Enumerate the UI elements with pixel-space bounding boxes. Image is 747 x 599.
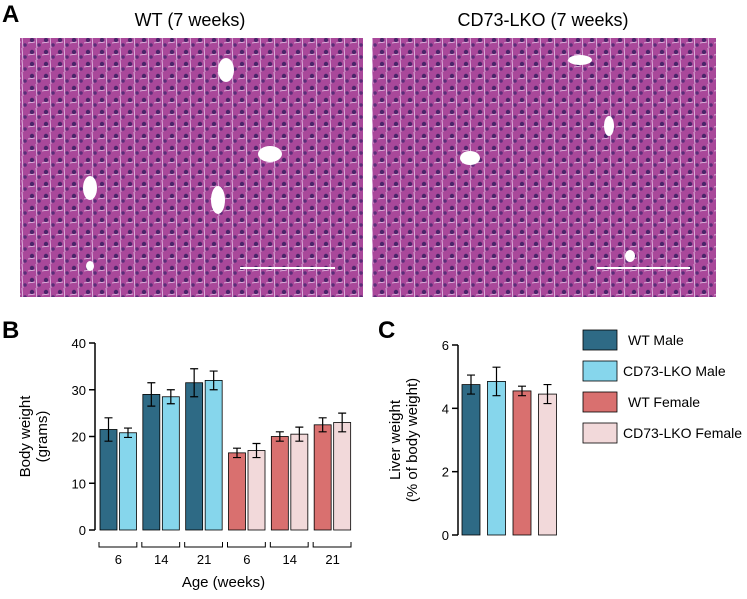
bar [512, 390, 532, 536]
error-bar [318, 417, 327, 433]
error-bar [209, 370, 218, 391]
group-bracket [98, 542, 138, 548]
error-bar [147, 382, 156, 407]
error-bar [124, 427, 132, 439]
y-tick-label: 0 [442, 528, 449, 543]
error-bar [233, 447, 241, 459]
y-tick-label: 10 [72, 476, 86, 491]
bar [247, 450, 266, 531]
y-tick-label: 40 [72, 336, 86, 351]
error-bar [295, 426, 304, 442]
x-tick-label: 6 [115, 552, 122, 567]
x-tick-label: 6 [243, 552, 250, 567]
bar [487, 381, 506, 536]
histology-image [20, 38, 363, 297]
bar [99, 429, 118, 531]
legend-swatch [582, 422, 618, 444]
panel-label: B [2, 317, 19, 344]
legend-label: CD73-LKO Female [623, 425, 742, 441]
y-tick-label: 6 [442, 338, 449, 353]
legend-swatch [582, 360, 618, 382]
y-axis-label: (grams) [34, 411, 51, 463]
y-tick-label: 2 [442, 465, 449, 480]
panel-label: A [2, 1, 19, 28]
panel-label: C [378, 317, 395, 344]
histology-image [372, 38, 716, 297]
bar [142, 394, 161, 531]
x-tick-label: 14 [283, 552, 297, 567]
x-axis-label: Age (weeks) [182, 574, 265, 591]
group-bracket [227, 542, 266, 548]
error-bar [492, 366, 501, 397]
y-tick-label: 30 [72, 383, 86, 398]
y-axis-label: (% of body weight) [404, 378, 421, 502]
bar [161, 396, 180, 531]
error-bar [104, 417, 113, 442]
bar [228, 452, 246, 531]
error-bar [166, 389, 175, 405]
image-title: WT (7 weeks) [135, 10, 246, 30]
bar [270, 436, 289, 531]
bar [290, 433, 309, 531]
image-title: CD73-LKO (7 weeks) [457, 10, 628, 30]
x-tick-label: 21 [325, 552, 339, 567]
legend-label: WT Female [628, 394, 700, 410]
error-bar [543, 383, 552, 405]
error-bar [467, 374, 475, 395]
y-axis-label: Body weight [17, 395, 34, 478]
y-axis-label: Liver weight [387, 399, 404, 480]
bar [119, 432, 137, 531]
y-tick-label: 0 [79, 523, 86, 538]
x-tick-label: 21 [197, 552, 211, 567]
y-tick-label: 20 [72, 430, 86, 445]
legend-label: CD73-LKO Male [623, 363, 726, 379]
bar [333, 422, 352, 531]
bar [204, 379, 223, 531]
bar [461, 384, 481, 536]
group-bracket [184, 542, 223, 548]
y-tick-label: 4 [442, 401, 449, 416]
group-bracket [269, 542, 309, 548]
bar [313, 424, 332, 531]
x-tick-label: 14 [154, 552, 168, 567]
group-bracket [312, 542, 352, 548]
error-bar [190, 368, 199, 398]
bar [538, 393, 557, 536]
error-bar [275, 431, 284, 442]
error-bar [252, 442, 261, 459]
bar [185, 382, 204, 531]
error-bar [338, 412, 347, 433]
group-bracket [141, 542, 181, 548]
legend-swatch [582, 391, 618, 413]
legend-swatch [582, 329, 618, 351]
error-bar [518, 385, 526, 397]
legend-label: WT Male [628, 332, 684, 348]
